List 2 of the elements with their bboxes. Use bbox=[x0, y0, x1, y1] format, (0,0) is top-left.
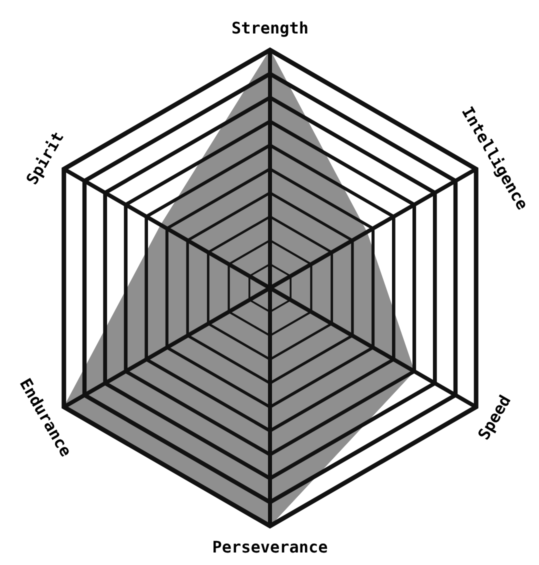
spoke-label: Perseverance bbox=[212, 537, 328, 556]
spoke-label: Strength bbox=[231, 18, 309, 38]
